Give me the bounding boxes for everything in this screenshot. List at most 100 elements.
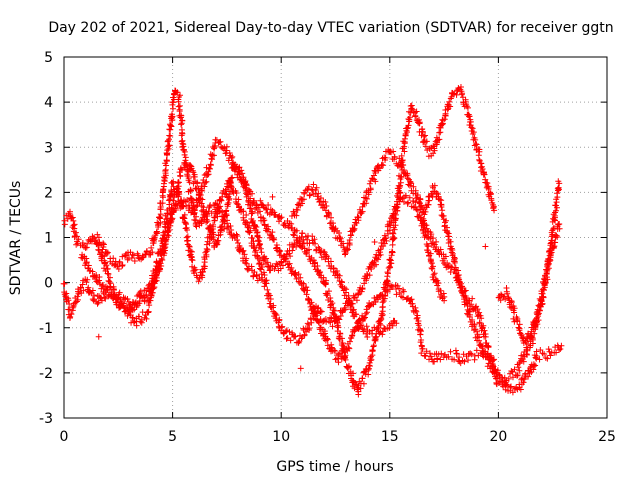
data-point (310, 181, 317, 188)
data-point (355, 290, 362, 297)
series-track-8 (495, 220, 563, 346)
data-point (327, 319, 334, 326)
data-point (487, 190, 494, 197)
data-point (406, 194, 413, 201)
data-point (300, 196, 307, 203)
data-point (505, 375, 512, 382)
data-point (303, 291, 310, 298)
data-point (430, 150, 437, 157)
data-point (179, 117, 186, 124)
data-point (420, 133, 427, 140)
data-point (198, 217, 205, 224)
data-point (293, 243, 300, 250)
data-point (402, 192, 409, 199)
data-point (469, 125, 476, 132)
data-point (286, 328, 293, 335)
data-point (511, 366, 518, 373)
data-point (388, 260, 395, 267)
data-point (242, 257, 249, 264)
data-point (464, 104, 471, 111)
data-point (471, 352, 478, 359)
data-point (508, 368, 515, 375)
data-point (178, 120, 185, 127)
data-point (289, 247, 296, 254)
data-point (453, 350, 460, 357)
data-point (218, 197, 225, 204)
data-point (366, 365, 373, 372)
data-point (295, 339, 302, 346)
data-point (198, 200, 205, 207)
data-point (479, 344, 486, 351)
data-point (162, 237, 169, 244)
data-point (115, 295, 122, 302)
data-point (292, 333, 299, 340)
data-point (206, 240, 213, 247)
data-point (297, 274, 304, 281)
data-point (439, 207, 446, 214)
data-point (346, 345, 353, 352)
x-tick-label: 20 (489, 429, 507, 445)
data-point (533, 348, 540, 355)
data-point (498, 374, 505, 381)
data-point (555, 185, 562, 192)
data-point (401, 143, 408, 150)
data-point (556, 180, 563, 187)
data-point (477, 312, 484, 319)
data-point (359, 325, 366, 332)
data-point (468, 301, 475, 308)
data-point (435, 191, 442, 198)
data-point (514, 317, 521, 324)
data-point (325, 210, 332, 217)
data-point (396, 285, 403, 292)
data-point (242, 184, 249, 191)
data-point (257, 197, 264, 204)
data-point (234, 233, 241, 240)
data-point (196, 192, 203, 199)
data-point (416, 119, 423, 126)
data-point (336, 272, 343, 279)
data-point (177, 166, 184, 173)
data-point (244, 191, 251, 198)
data-point (465, 357, 472, 364)
data-point (151, 236, 158, 243)
data-point (367, 186, 374, 193)
data-point (392, 217, 399, 224)
data-point (116, 303, 123, 310)
data-point (167, 122, 174, 129)
data-point (396, 289, 403, 296)
data-point (426, 350, 433, 357)
data-point (489, 360, 496, 367)
data-point (230, 162, 237, 169)
data-point (203, 219, 210, 226)
data-point (254, 252, 261, 259)
data-point (530, 366, 537, 373)
data-point (458, 91, 465, 98)
data-point (422, 208, 429, 215)
data-point (337, 235, 344, 242)
data-point (249, 210, 256, 217)
data-point (444, 260, 451, 267)
data-point (176, 106, 183, 113)
data-point (443, 217, 450, 224)
data-point (323, 318, 330, 325)
data-point (478, 315, 485, 322)
data-point (541, 284, 548, 291)
data-point (476, 334, 483, 341)
data-point (66, 314, 73, 321)
y-axis-label: SDTVAR / TECUs (8, 181, 24, 296)
data-point (313, 247, 320, 254)
data-point (103, 262, 110, 269)
y-tick-label: 4 (44, 95, 53, 111)
y-tick-label: -2 (39, 366, 53, 382)
data-point (202, 179, 209, 186)
data-point (95, 234, 102, 241)
data-point (440, 212, 447, 219)
data-point (375, 256, 382, 263)
data-point (70, 222, 77, 229)
data-point (404, 175, 411, 182)
data-point (431, 147, 438, 154)
data-point (431, 270, 438, 277)
data-point (245, 199, 252, 206)
data-point (330, 265, 337, 272)
